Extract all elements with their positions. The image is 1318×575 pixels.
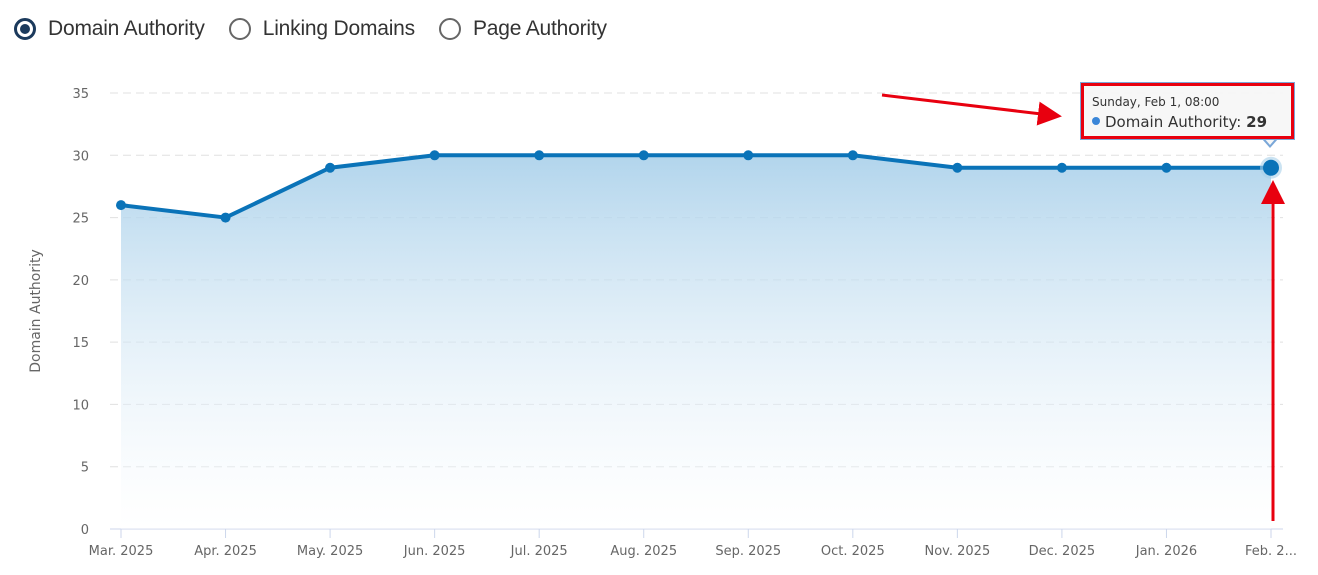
- data-point[interactable]: [116, 200, 126, 211]
- x-tick-label: Jan. 2026: [1135, 544, 1197, 559]
- series-dot-icon: [1092, 117, 1100, 125]
- series-line: [120, 153, 1271, 220]
- x-tick-label: Nov. 2025: [925, 544, 991, 559]
- radio-linking-domains[interactable]: Linking Domains: [228, 17, 415, 41]
- x-tick-label: Sep. 2025: [715, 544, 781, 559]
- x-tick-label: Jul. 2025: [510, 544, 568, 559]
- tooltip-pointer-inner: [1264, 138, 1276, 145]
- y-tick-label: 0: [81, 523, 89, 538]
- radio-unchecked-icon[interactable]: [228, 18, 251, 40]
- data-point[interactable]: [1056, 162, 1067, 173]
- radio-checked-icon[interactable]: [14, 18, 36, 40]
- data-point[interactable]: [534, 150, 545, 161]
- data-point[interactable]: [1263, 159, 1279, 176]
- data-point[interactable]: [429, 150, 440, 161]
- area-fill: [121, 155, 1271, 530]
- chart-tooltip: Sunday, Feb 1, 08:00 Domain Authority: 2…: [1081, 83, 1294, 139]
- annotation-arrow-icon: [881, 93, 1062, 126]
- data-point[interactable]: [638, 150, 649, 161]
- data-point[interactable]: [743, 150, 754, 161]
- x-tick-label: Feb. 2...: [1245, 544, 1297, 559]
- y-tick-label: 15: [72, 336, 89, 351]
- radio-domain-authority[interactable]: Domain Authority: [14, 17, 205, 41]
- x-tick-label: Dec. 2025: [1029, 544, 1096, 559]
- y-tick-label: 30: [72, 149, 89, 164]
- x-tick-label: Oct. 2025: [821, 544, 885, 559]
- y-tick-label: 25: [72, 212, 89, 227]
- y-tick-label: 35: [72, 87, 89, 102]
- y-axis-title: Domain Authority: [28, 249, 44, 373]
- x-tick-label: Apr. 2025: [194, 544, 257, 559]
- data-point[interactable]: [325, 162, 336, 173]
- metric-selector: Domain Authority Linking Domains Page Au…: [14, 14, 631, 44]
- y-tick-label: 5: [81, 461, 89, 476]
- radio-label: Linking Domains: [262, 17, 415, 40]
- y-tick-label: 10: [72, 398, 89, 413]
- tooltip-date: Sunday, Feb 1, 08:00: [1092, 95, 1220, 109]
- x-axis: Mar. 2025 Apr. 2025 May. 2025 Jun. 2025 Jul.…: [89, 529, 1297, 559]
- tooltip-row: Domain Authority: 29: [1092, 113, 1267, 131]
- radio-label: Domain Authority: [48, 17, 205, 40]
- x-tick-label: Jun. 2025: [403, 544, 466, 559]
- y-tick-label: 20: [72, 274, 89, 289]
- x-tick-label: Mar. 2025: [89, 544, 154, 559]
- data-point[interactable]: [1161, 162, 1172, 173]
- radio-label: Page Authority: [472, 17, 607, 40]
- y-axis: 0 5 10 15 20 25 30 35: [72, 87, 89, 538]
- data-point[interactable]: [952, 162, 963, 173]
- tooltip-value: 29: [1246, 113, 1268, 131]
- x-tick-label: Aug. 2025: [610, 544, 677, 559]
- radio-unchecked-icon[interactable]: [438, 18, 461, 40]
- data-point[interactable]: [220, 212, 231, 223]
- x-tick-label: May. 2025: [297, 544, 363, 559]
- data-points: [116, 150, 1282, 223]
- radio-page-authority[interactable]: Page Authority: [438, 17, 607, 41]
- data-point[interactable]: [847, 150, 858, 161]
- tooltip-series-label: Domain Authority:: [1105, 113, 1242, 131]
